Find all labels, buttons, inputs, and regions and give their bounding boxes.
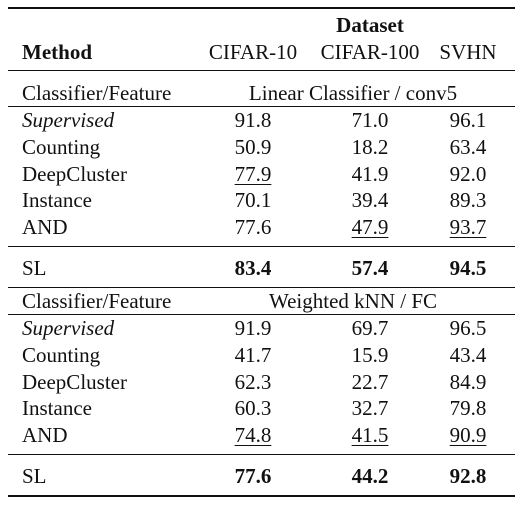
cell: 43.4 xyxy=(449,342,487,367)
cell: 92.8 xyxy=(449,464,487,488)
row-label: DeepCluster xyxy=(22,161,127,186)
column-header: CIFAR-100 xyxy=(320,40,420,64)
cell: 41.9 xyxy=(351,161,389,186)
cell: 70.1 xyxy=(234,188,272,213)
cell: 39.4 xyxy=(351,188,389,213)
cell: 93.7 xyxy=(449,215,487,240)
row-label: Supervised xyxy=(22,316,115,340)
cell: 41.7 xyxy=(234,342,272,367)
cell: 91.8 xyxy=(234,108,272,132)
row-label: SL xyxy=(22,464,47,488)
cell: 90.9 xyxy=(449,423,487,448)
cell: 77.9 xyxy=(234,161,272,186)
top-rule xyxy=(8,7,515,9)
cell: 47.9 xyxy=(351,215,389,240)
rule xyxy=(8,454,515,455)
cell: 63.4 xyxy=(449,134,487,159)
column-header: SVHN xyxy=(439,40,497,64)
cell: 15.9 xyxy=(351,342,389,367)
cell: 50.9 xyxy=(234,134,272,159)
cell: 44.2 xyxy=(351,464,389,488)
column-header: Method xyxy=(22,40,92,64)
row-label: SL xyxy=(22,256,47,280)
group-label: Dataset xyxy=(336,13,404,37)
cell: 91.9 xyxy=(234,316,272,340)
cell: 62.3 xyxy=(234,369,272,394)
cell: 74.8 xyxy=(234,423,272,448)
cell: 83.4 xyxy=(234,256,272,280)
row-label: Supervised xyxy=(22,108,115,132)
cell: 71.0 xyxy=(351,108,389,132)
row-label: AND xyxy=(22,215,68,240)
cell: 84.9 xyxy=(449,369,487,394)
cell: 96.5 xyxy=(449,316,487,340)
rule xyxy=(8,495,515,497)
cell: 94.5 xyxy=(449,256,487,280)
cell: 57.4 xyxy=(351,256,389,280)
section-label: Classifier/Feature xyxy=(22,289,172,313)
section-label: Classifier/Feature xyxy=(22,81,172,105)
section-setting: Linear Classifier / conv5 xyxy=(248,81,458,105)
cell: 77.6 xyxy=(234,215,272,240)
row-label: Instance xyxy=(22,188,92,213)
row-label: DeepCluster xyxy=(22,369,127,394)
row-label: Counting xyxy=(22,134,101,159)
cell: 22.7 xyxy=(351,369,389,394)
cell: 69.7 xyxy=(351,316,389,340)
cell: 60.3 xyxy=(234,396,272,421)
rule xyxy=(8,106,515,107)
row-label: AND xyxy=(22,423,68,448)
column-header: CIFAR-10 xyxy=(208,40,298,64)
cell: 89.3 xyxy=(449,188,487,213)
cell: 18.2 xyxy=(351,134,389,159)
rule xyxy=(8,246,515,247)
cell: 79.8 xyxy=(449,396,487,421)
cell: 41.5 xyxy=(351,423,389,448)
cell: 32.7 xyxy=(351,396,389,421)
cell: 77.6 xyxy=(234,464,272,488)
cell: 92.0 xyxy=(449,161,487,186)
rule xyxy=(8,70,515,71)
section-setting: Weighted kNN / FC xyxy=(268,289,438,313)
rule xyxy=(8,287,515,288)
rule xyxy=(8,314,515,315)
row-label: Instance xyxy=(22,396,92,421)
cell: 96.1 xyxy=(449,108,487,132)
row-label: Counting xyxy=(22,342,101,367)
